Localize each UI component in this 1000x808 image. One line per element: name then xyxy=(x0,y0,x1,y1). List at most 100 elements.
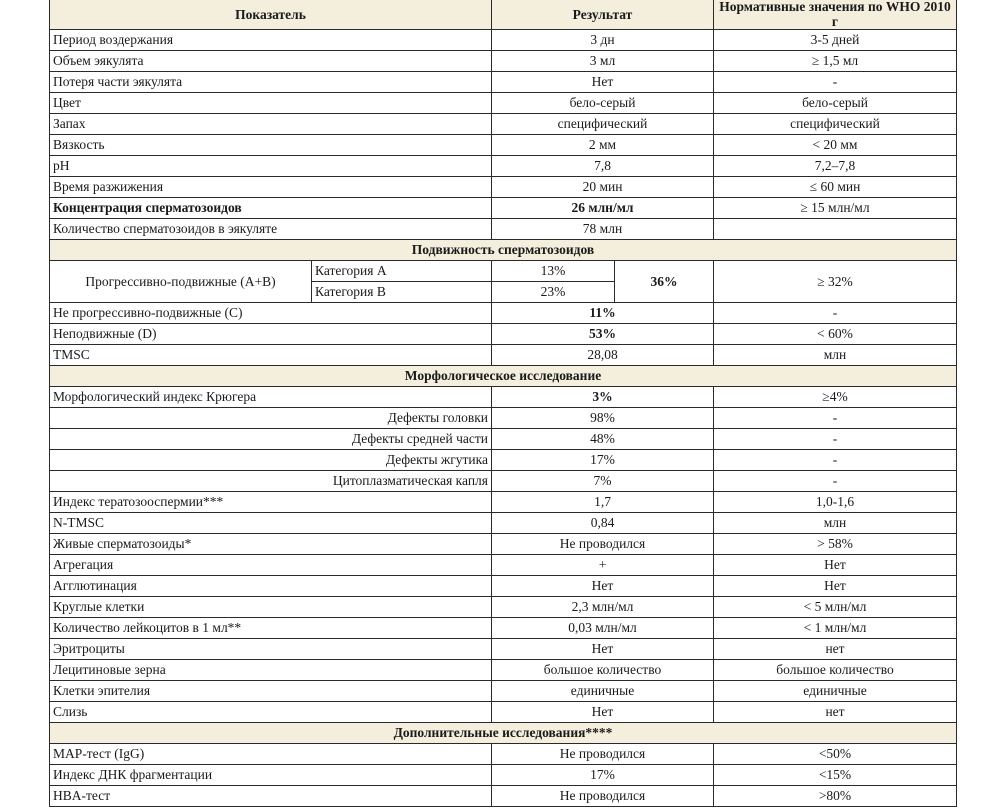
row-label: Цитоплазматическая капля xyxy=(49,470,492,492)
table-row: Неподвижные (D) 53% < 60% xyxy=(49,323,957,345)
row-label: Слизь xyxy=(49,701,492,723)
row-result: Нет xyxy=(491,71,714,93)
row-label: Запах xyxy=(49,113,492,135)
row-norm: млн xyxy=(713,512,957,534)
row-norm: Нет xyxy=(713,554,957,576)
row-label: Индекс ДНК фрагментации xyxy=(49,764,492,786)
row-norm: большое количество xyxy=(713,659,957,681)
row-norm: нет xyxy=(713,701,957,723)
row-result: большое количество xyxy=(491,659,714,681)
table-row: Дефекты жгутика 17% - xyxy=(49,449,957,471)
row-result: специфический xyxy=(491,113,714,135)
table-row: Круглые клетки 2,3 млн/мл < 5 млн/мл xyxy=(49,596,957,618)
row-result: Не проводился xyxy=(491,743,714,765)
progressive-total: 36% xyxy=(614,260,714,303)
table-row: HBA-тест Не проводился >80% xyxy=(49,785,957,807)
table-header-row: Показатель Результат Нормативные значени… xyxy=(49,0,957,30)
row-result: Не проводился xyxy=(491,533,714,555)
table-row: pH 7,8 7,2–7,8 xyxy=(49,155,957,177)
row-norm: - xyxy=(713,407,957,429)
header-norm: Нормативные значения по WHO 2010 г xyxy=(713,0,957,30)
row-result: 48% xyxy=(491,428,714,450)
row-norm: > 58% xyxy=(713,533,957,555)
row-norm xyxy=(713,218,957,240)
section-morphology: Морфологическое исследование xyxy=(49,365,957,387)
row-label: Концентрация сперматозоидов xyxy=(49,197,492,219)
row-norm: 1,0-1,6 xyxy=(713,491,957,513)
row-label: N-TMSC xyxy=(49,512,492,534)
category-a-value: 13% xyxy=(491,260,615,282)
table-row: Слизь Нет нет xyxy=(49,701,957,723)
table-row: Дефекты средней части 48% - xyxy=(49,428,957,450)
progressive-label: Прогрессивно-подвижные (A+B) xyxy=(49,260,312,303)
row-result: 78 млн xyxy=(491,218,714,240)
row-norm: Нет xyxy=(713,575,957,597)
table-row: Индекс тератозооспермии*** 1,7 1,0-1,6 xyxy=(49,491,957,513)
table-row: Индекс ДНК фрагментации 17% <15% xyxy=(49,764,957,786)
row-norm: единичные xyxy=(713,680,957,702)
row-label: Количество сперматозоидов в эякуляте xyxy=(49,218,492,240)
row-norm: < 20 мм xyxy=(713,134,957,156)
row-result: 7,8 xyxy=(491,155,714,177)
row-label: Индекс тератозооспермии*** xyxy=(49,491,492,513)
row-label: Агглютинация xyxy=(49,575,492,597)
table-row: Агрегация + Нет xyxy=(49,554,957,576)
row-norm: ≤ 60 мин xyxy=(713,176,957,198)
row-label: Морфологический индекс Крюгера xyxy=(49,386,492,408)
row-label: Дефекты жгутика xyxy=(49,449,492,471)
row-label: Агрегация xyxy=(49,554,492,576)
row-label: Вязкость xyxy=(49,134,492,156)
table-row: N-TMSC 0,84 млн xyxy=(49,512,957,534)
row-norm: - xyxy=(713,470,957,492)
table-row: Количество лейкоцитов в 1 мл** 0,03 млн/м… xyxy=(49,617,957,639)
row-result: 3% xyxy=(491,386,714,408)
row-label: Время разжижения xyxy=(49,176,492,198)
section-title: Подвижность сперматозоидов xyxy=(49,239,957,261)
row-norm: - xyxy=(713,302,957,324)
row-label: Дефекты головки xyxy=(49,407,492,429)
row-label: MAP-тест (IgG) xyxy=(49,743,492,765)
row-norm: 7,2–7,8 xyxy=(713,155,957,177)
row-result: 7% xyxy=(491,470,714,492)
row-norm: ≥4% xyxy=(713,386,957,408)
row-result: 1,7 xyxy=(491,491,714,513)
table-row: Цитоплазматическая капля 7% - xyxy=(49,470,957,492)
row-label: Количество лейкоцитов в 1 мл** xyxy=(49,617,492,639)
row-norm: <50% xyxy=(713,743,957,765)
semen-analysis-table: Показатель Результат Нормативные значени… xyxy=(49,0,957,807)
table-row: Клетки эпителия единичные единичные xyxy=(49,680,957,702)
row-norm: < 1 млн/мл xyxy=(713,617,957,639)
row-result: 28,08 xyxy=(491,344,714,366)
table-row: Вязкость 2 мм < 20 мм xyxy=(49,134,957,156)
row-label: Клетки эпителия xyxy=(49,680,492,702)
table-row: Количество сперматозоидов в эякуляте 78 м… xyxy=(49,218,957,240)
row-result: 17% xyxy=(491,449,714,471)
row-result: единичные xyxy=(491,680,714,702)
table-row: Не прогрессивно-подвижные (С) 11% - xyxy=(49,302,957,324)
row-result: Нет xyxy=(491,701,714,723)
section-title: Дополнительные исследования**** xyxy=(49,722,957,744)
row-label: Потеря части эякулята xyxy=(49,71,492,93)
row-norm: - xyxy=(713,428,957,450)
row-norm: 3-5 дней xyxy=(713,29,957,51)
row-result: 2 мм xyxy=(491,134,714,156)
row-norm: < 60% xyxy=(713,323,957,345)
table-row: MAP-тест (IgG) Не проводился <50% xyxy=(49,743,957,765)
row-label: Не прогрессивно-подвижные (С) xyxy=(49,302,492,324)
table-row: Потеря части эякулята Нет - xyxy=(49,71,957,93)
row-result: Нет xyxy=(491,638,714,660)
row-label: Эритроциты xyxy=(49,638,492,660)
header-indicator: Показатель xyxy=(49,0,492,30)
row-norm: >80% xyxy=(713,785,957,807)
category-b-value: 23% xyxy=(491,281,615,303)
row-label: Живые сперматозоиды* xyxy=(49,533,492,555)
table-row: Концентрация сперматозоидов 26 млн/мл ≥ 15… xyxy=(49,197,957,219)
row-norm: специфический xyxy=(713,113,957,135)
table-row: Агглютинация Нет Нет xyxy=(49,575,957,597)
header-result: Результат xyxy=(491,0,714,30)
row-result: + xyxy=(491,554,714,576)
row-norm: - xyxy=(713,71,957,93)
row-label: Круглые клетки xyxy=(49,596,492,618)
row-label: TMSC xyxy=(49,344,492,366)
